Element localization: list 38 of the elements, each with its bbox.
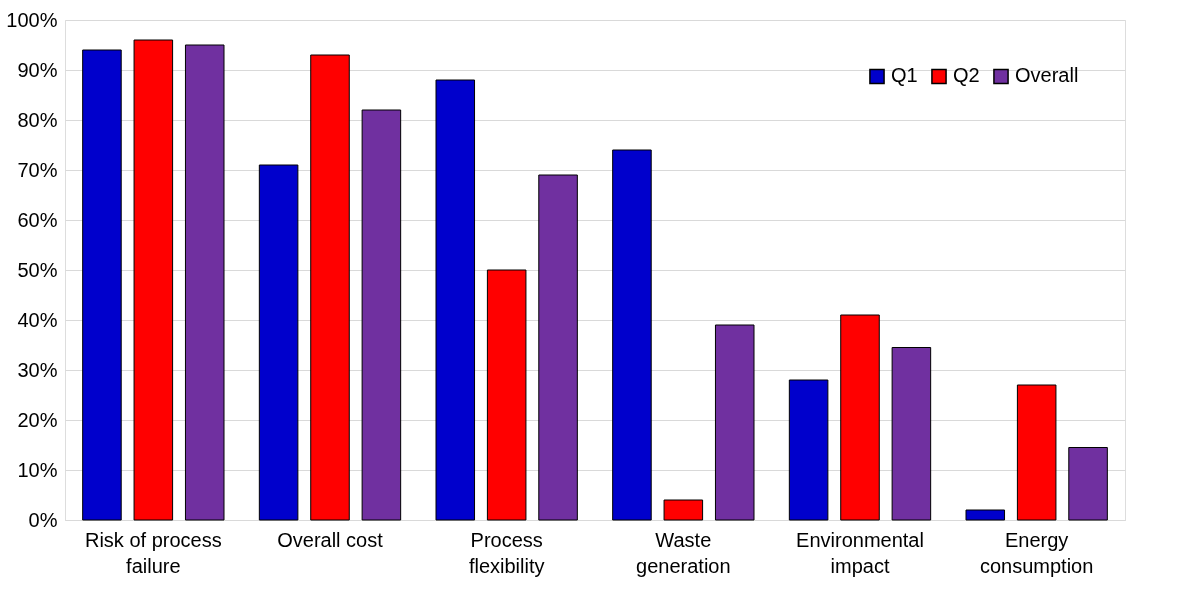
legend-label: Q2 — [953, 64, 980, 87]
y-tick-label: 20% — [17, 408, 58, 431]
y-tick-label: 60% — [17, 208, 58, 231]
bar — [435, 79, 476, 521]
y-tick-label: 10% — [17, 458, 58, 481]
bar — [82, 49, 122, 521]
bar — [663, 499, 704, 521]
x-tick-label: Overall cost — [277, 528, 384, 551]
bar — [891, 347, 932, 521]
bar — [184, 44, 225, 521]
bar — [133, 39, 174, 521]
x-tick-label: Process flexibility — [468, 528, 545, 577]
bar — [1016, 384, 1057, 521]
bar — [310, 54, 350, 521]
x-tick-label: Environmental impact — [796, 528, 924, 577]
bar — [612, 149, 652, 521]
y-tick-label: 70% — [17, 158, 58, 181]
bar — [1068, 447, 1108, 521]
bar — [714, 324, 755, 521]
bar — [538, 174, 578, 521]
legend-label: Overall — [1015, 64, 1079, 87]
y-tick-label: 100% — [6, 8, 58, 31]
bar — [258, 164, 299, 521]
bar — [788, 379, 829, 521]
y-tick-label: 30% — [17, 358, 58, 381]
bar — [361, 109, 402, 521]
x-tick-label: Waste generation — [636, 528, 731, 577]
x-tick-label: Energy consumption — [979, 528, 1094, 577]
y-tick-label: 40% — [17, 308, 58, 331]
y-tick-label: 90% — [17, 58, 58, 81]
legend-label: Q1 — [891, 64, 918, 87]
bar — [840, 314, 880, 521]
bar — [965, 509, 1006, 521]
y-tick-label: 50% — [17, 258, 58, 281]
y-tick-label: 80% — [17, 108, 58, 131]
y-tick-label: 0% — [28, 508, 58, 531]
x-tick-label: Risk of process failure — [84, 528, 222, 577]
bar — [486, 269, 527, 521]
